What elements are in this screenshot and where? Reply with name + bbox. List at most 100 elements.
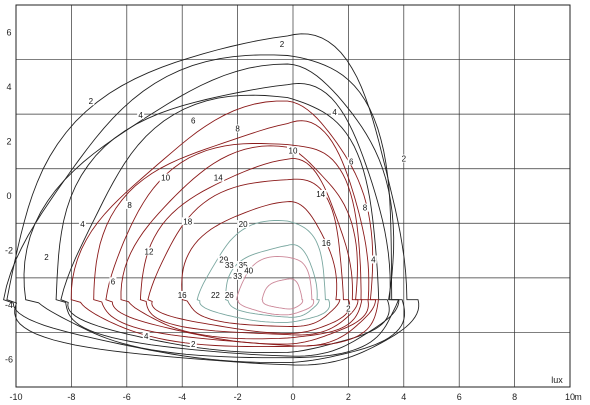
y-tick-label: -2 <box>5 246 13 256</box>
x-tick-label: 0 <box>290 392 295 402</box>
contour-label-background <box>242 266 255 275</box>
contour-label-background <box>234 124 242 133</box>
contour-value-label: 8 <box>363 204 368 213</box>
y-tick-label: -4 <box>5 300 13 310</box>
x-tick-label: -10 <box>9 392 22 402</box>
contour-value-label: 4 <box>80 220 85 229</box>
contour-label-background <box>400 154 408 163</box>
x-tick-label: -4 <box>178 392 186 402</box>
contour-label-background <box>231 271 244 280</box>
y-tick-label: 0 <box>6 191 11 201</box>
contour-label-background <box>223 260 236 269</box>
contour-value-label: 40 <box>244 266 253 275</box>
x-tick-label: 2 <box>346 392 351 402</box>
x-unit-label: m <box>574 392 582 402</box>
x-tick-label: 6 <box>457 392 462 402</box>
contour-line-29 <box>196 220 331 323</box>
contour-label-background <box>212 173 225 182</box>
contour-value-label: 6 <box>191 116 196 125</box>
contour-value-label: 8 <box>235 125 240 134</box>
contour-label-background <box>209 290 222 299</box>
contour-value-label: 6 <box>349 157 354 166</box>
contour-line-35 <box>236 256 315 316</box>
contour-line-16 <box>105 143 369 345</box>
contour-label-background <box>331 108 339 117</box>
contour-line-22 <box>147 178 351 334</box>
x-tick-label: -6 <box>123 392 131 402</box>
contour-line-4 <box>3 54 406 364</box>
contour-value-label: 4 <box>144 332 149 341</box>
contour-value-label: 8 <box>127 201 132 210</box>
x-tick-label: -2 <box>234 392 242 402</box>
contour-value-label: 2 <box>346 305 351 314</box>
contour-label-background <box>217 255 230 264</box>
contour-value-label: 35 <box>239 261 248 270</box>
plot-frame <box>15 4 571 388</box>
contour-label-background <box>137 110 145 119</box>
contour-line-10 <box>60 94 390 354</box>
contour-label-background <box>361 203 369 212</box>
contour-line-12 <box>70 100 379 348</box>
contour-label-background <box>369 255 377 264</box>
contour-line-18 <box>120 145 363 340</box>
contour-value-label: 20 <box>239 220 248 229</box>
contour-value-label: 14 <box>214 174 223 183</box>
contour-label-background <box>314 190 327 198</box>
contour-label-background <box>42 252 50 261</box>
contour-label-background <box>344 304 352 313</box>
contour-label-background <box>87 97 95 106</box>
contour-value-label: 10 <box>161 174 170 183</box>
contour-value-label: 4 <box>371 255 376 264</box>
contour-value-label: 10 <box>289 146 298 155</box>
contour-label-background <box>320 239 333 248</box>
y-tick-label: 2 <box>6 136 11 146</box>
contour-value-label: 2 <box>191 340 196 349</box>
contour-line-20 <box>139 158 359 336</box>
contour-value-label: 12 <box>145 247 154 256</box>
contour-line-40 <box>261 278 304 310</box>
contour-value-label: 14 <box>316 190 325 199</box>
contour-value-label: 2 <box>402 155 407 164</box>
contour-value-label: 26 <box>225 291 234 300</box>
contour-label-background <box>159 173 172 182</box>
contour-value-label: 4 <box>138 111 143 120</box>
contour-label-background <box>223 290 236 299</box>
contour-line-8 <box>55 82 400 357</box>
contour-label-background <box>237 260 250 269</box>
contour-line-26 <box>181 201 341 327</box>
contour-value-label: 33 <box>225 261 234 270</box>
contour-line-2 <box>6 33 420 366</box>
contour-label-background <box>181 217 194 226</box>
contour-value-label: 4 <box>332 108 337 117</box>
y-tick-label: 4 <box>6 82 11 92</box>
contour-value-label: 2 <box>280 40 285 49</box>
contour-value-label: 6 <box>111 277 116 286</box>
contour-value-label: 2 <box>44 253 49 262</box>
contour-label-background <box>126 200 134 209</box>
contour-value-label: 16 <box>322 239 331 248</box>
contour-label-background <box>176 290 189 299</box>
contour-line-14 <box>93 120 377 347</box>
contour-label-background <box>189 116 197 125</box>
contour-value-label: 22 <box>211 291 220 300</box>
contour-label-background <box>142 331 150 340</box>
contour-label-background <box>142 247 155 256</box>
contour-label-background <box>189 340 197 349</box>
x-tick-label: 8 <box>512 392 517 402</box>
contour-line-6 <box>23 63 400 359</box>
y-tick-label: -6 <box>5 355 13 365</box>
y-tick-label: 6 <box>6 27 11 37</box>
contour-value-label: 18 <box>183 217 192 226</box>
contour-value-label: 33 <box>233 272 242 281</box>
value-unit-label: lux <box>551 375 563 385</box>
contour-value-label: 16 <box>178 291 187 300</box>
contour-value-label: 2 <box>89 97 94 106</box>
contour-label-background <box>287 146 299 155</box>
contour-label-background <box>109 277 117 286</box>
x-tick-label: 10 <box>565 392 575 402</box>
x-tick-label: -8 <box>67 392 75 402</box>
contour-line-33 <box>225 244 320 318</box>
contour-value-label: 29 <box>219 255 228 264</box>
